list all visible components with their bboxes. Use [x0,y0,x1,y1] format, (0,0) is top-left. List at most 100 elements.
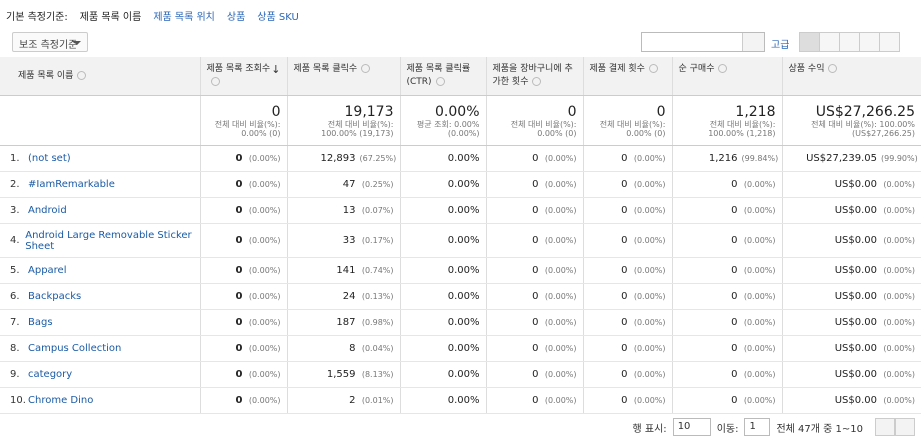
metric-percent: (0.00%) [743,344,776,353]
metric-value: US$0.00 [834,369,877,380]
metric-percent: (0.00%) [544,370,577,379]
total-value: 0 [656,104,666,120]
metric-percent: (0.00%) [248,292,281,301]
row-name[interactable]: Bags [28,317,53,328]
row-name[interactable]: category [28,369,73,380]
row-name[interactable]: (not set) [28,153,71,164]
metric-value: 0 [235,265,243,276]
row-index: 4. [10,235,20,246]
name-cell: 3. Android [0,197,200,224]
metric-value: 0.00% [447,265,480,276]
metric-percent: (0.00%) [743,236,776,245]
dimension-bar: 기본 측정기준: 제품 목록 이름 제품 목록 위치 상품 상품 SKU [0,0,921,30]
column-header[interactable]: 제품 목록 클릭수 [286,57,400,96]
metric-value: 0 [621,343,628,354]
metric-percent: (0.00%) [633,206,666,215]
column-header[interactable]: 제품 목록 이름 [0,57,200,96]
metric-percent: (0.00%) [248,344,281,353]
metric-percent: (0.00%) [883,318,915,327]
column-header[interactable]: ↓ 제품 목록 조회수 [199,57,287,96]
metric-value: 0 [235,395,243,406]
row-name[interactable]: Campus Collection [28,343,122,354]
view-pie[interactable] [819,32,840,52]
column-header[interactable]: 상품 수익 [781,57,921,96]
prev-page[interactable] [875,418,895,436]
metric-percent: (0.00%) [743,370,776,379]
search-box[interactable] [641,32,765,52]
metric-percent: (0.00%) [633,180,666,189]
metric-cell: 0 (0.00%) [582,197,672,224]
metric-percent: (0.00%) [248,180,281,189]
help-icon [718,64,728,73]
row-name[interactable]: Chrome Dino [28,395,94,406]
name-cell: 7. Bags [0,309,200,336]
header-text: 순 구매수 [678,64,715,74]
metric-percent: (0.00%) [883,344,915,353]
view-table[interactable] [799,32,820,52]
row-name[interactable]: Backpacks [28,291,82,302]
metric-value: 0 [621,235,628,246]
metric-percent: (67.25%) [359,154,397,163]
dimension-link[interactable]: 상품 [226,11,246,23]
totals-cell: 0 전체 대비 비율(%): 0.00% (0) [199,95,287,146]
search-button[interactable] [742,33,764,51]
metric-percent: (0.00%) [883,236,915,245]
metric-percent: (8.13%) [361,370,394,379]
sort-arrow: ↓ [271,63,281,76]
metric-percent: (0.00%) [743,318,776,327]
metric-value: US$0.00 [834,235,877,246]
total-note: 평균 조회: 0.00% [416,120,480,129]
metric-percent: (0.01%) [361,396,394,405]
row-name[interactable]: #IamRemarkable [28,179,115,190]
range-label: 전체 47개 중 1~10 [776,423,863,435]
metric-percent: (0.00%) [248,370,281,379]
column-header[interactable]: 제품을 장바구니에 추가한 횟수 [485,57,583,96]
advanced-link[interactable]: 고급 [771,40,790,51]
data-row: 7. Bags 0 (0.00%) 187 (0.98%) 0.00% 0 (0.00%) 0 (0… [0,309,921,336]
total-value: 1,218 [735,104,776,120]
metric-cell: 0 (0.00%) [671,197,782,224]
dimension-link[interactable]: 상품 SKU [257,11,299,23]
metric-value: 0.00% [447,343,480,354]
row-index: 7. [10,317,20,328]
metric-percent: (0.00%) [248,206,281,215]
column-header[interactable]: 순 구매수 [671,57,782,96]
secondary-dimension-dropdown[interactable]: 보조 측정기준 [12,32,88,52]
metric-value: 0 [731,317,738,328]
data-row: 2. #IamRemarkable 0 (0.00%) 47 (0.25%) 0.00% 0 (… [0,171,921,198]
next-page[interactable] [895,418,915,436]
metric-percent: (0.17%) [361,236,394,245]
row-name[interactable]: Android [28,205,67,216]
metric-percent: (0.00%) [883,180,915,189]
row-name[interactable]: Apparel [28,265,67,276]
metric-cell: 0 (0.00%) [582,283,672,310]
metric-cell: 0.00% [399,283,486,310]
metric-value: 47 [342,179,356,190]
view-comparison[interactable] [859,32,880,52]
total-value: 19,173 [344,104,394,120]
row-index: 6. [10,291,20,302]
metric-cell: 141 (0.74%) [286,257,400,284]
column-header[interactable]: 제품 결제 횟수 [582,57,672,96]
metric-percent: (0.00%) [544,206,577,215]
metric-cell: 0.00% [399,309,486,336]
view-performance[interactable] [839,32,860,52]
metric-value: 0 [731,205,738,216]
column-header[interactable]: 제품 목록 클릭률 (CTR) [399,57,486,96]
metric-cell: 0 (0.00%) [582,387,672,414]
dimension-link[interactable]: 제품 목록 위치 [153,11,215,23]
metric-cell: 0.00% [399,335,486,362]
row-name[interactable]: Android Large Removable Sticker Sheet [25,229,192,252]
metric-value: 0.00% [447,205,480,216]
total-note: 전체 대비 비율(%): [214,120,281,129]
rows-select[interactable]: 10 [672,418,711,436]
view-pivot[interactable] [879,32,900,52]
goto-input[interactable]: 1 [744,418,771,436]
metric-value: 0 [731,369,738,380]
metric-value: 1,559 [326,369,356,380]
metric-cell: 0 (0.00%) [582,335,672,362]
metric-percent: (0.00%) [633,370,666,379]
metric-cell: US$0.00 (0.00%) [781,223,921,258]
metric-value: 33 [342,235,356,246]
